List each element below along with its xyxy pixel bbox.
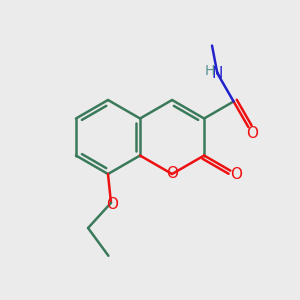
Text: O: O	[246, 126, 258, 141]
Text: N: N	[212, 66, 223, 81]
Text: O: O	[230, 167, 242, 182]
Text: O: O	[166, 166, 178, 181]
Text: O: O	[106, 197, 118, 212]
Text: H: H	[204, 64, 214, 78]
